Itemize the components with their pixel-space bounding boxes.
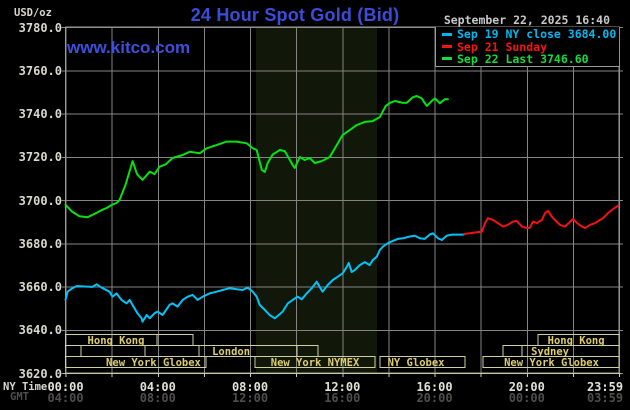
kitco-logo-link[interactable]: www.kitco.com [67,38,191,57]
session-label: New York Globex [106,357,201,369]
session-label: Hong Kong [547,335,605,347]
session-label: NY Globex [387,357,445,369]
series-sep22-today [64,95,449,219]
x-axis-ny-label: NY Time [3,381,48,393]
x-axis-tick-ny: 08:00 [231,380,269,394]
legend-dash-icon [442,32,452,36]
y-axis-tick-label: 3740.0 [18,107,62,121]
legend-label: Sep 22 Last 3746.60 [457,51,589,66]
legend-dash-icon [442,57,452,61]
session-box [379,356,466,368]
x-axis-tick-ny: 16:00 [416,380,453,394]
x-axis-tick-ny: 12:00 [324,380,361,394]
session-box [254,356,376,368]
session-box [482,356,620,368]
chart-legend: Sep 19 NY close 3684.00 Sep 21 Sunday Se… [435,27,619,67]
y-axis-tick-label: 3720.0 [18,150,62,165]
legend-item: Sep 22 Last 3746.60 [442,51,619,66]
x-axis-tick-gmt: 20:00 [416,390,453,405]
y-axis-tick-label: 3680.0 [18,236,62,251]
session-label: New York Globex [504,357,599,369]
x-axis-tick-ny: 20:00 [508,380,545,394]
session-label: New York NYMEX [270,357,360,369]
y-axis-tick-label: 3620.0 [18,366,62,381]
y-axis-tick-label: 3660.0 [18,280,62,294]
y-axis-tick-label: 3640.0 [18,323,62,338]
x-axis-tick-ny: 23:59 [586,380,624,394]
x-axis-tick-ny: 00:00 [47,380,84,394]
series-sep19-close [64,232,465,323]
x-axis-tick-ny: 04:00 [139,380,176,394]
session-label: Sydney [531,346,569,358]
legend-dash-icon [442,45,452,48]
legend-item: Sep 21 Sunday [442,39,619,54]
session-box [65,345,82,357]
x-axis-tick-gmt: 00:00 [508,390,545,405]
series-sep21-sunday [462,204,620,235]
x-axis-tick-gmt: 03:59 [586,390,624,405]
y-axis-tick-label: 3760.0 [18,63,62,78]
session-label: London [212,346,251,358]
y-axis-unit-label: USD/oz [14,7,52,19]
x-axis-tick-gmt: 12:00 [231,390,269,405]
chart-datetime: September 22, 2025 16:40 [443,13,610,27]
x-axis-gmt-label: GMT [10,391,29,403]
session-label: Hong Kong [87,335,145,347]
y-axis-tick-label: 3700.0 [18,193,62,208]
x-axis-tick-gmt: 16:00 [324,390,361,405]
legend-item: Sep 19 NY close 3684.00 [442,27,619,42]
session-box [80,345,146,357]
x-axis-tick-gmt: 08:00 [139,390,176,405]
page-title: 24 Hour Spot Gold (Bid) [190,5,400,25]
legend-label: Sep 19 NY close 3684.00 [457,27,617,42]
legend-label: Sep 21 Sunday [457,39,548,54]
session-box [65,356,207,368]
session-box [156,334,194,346]
y-axis-tick-label: 3780.0 [18,20,62,35]
x-axis-tick-gmt: 04:00 [47,390,84,405]
